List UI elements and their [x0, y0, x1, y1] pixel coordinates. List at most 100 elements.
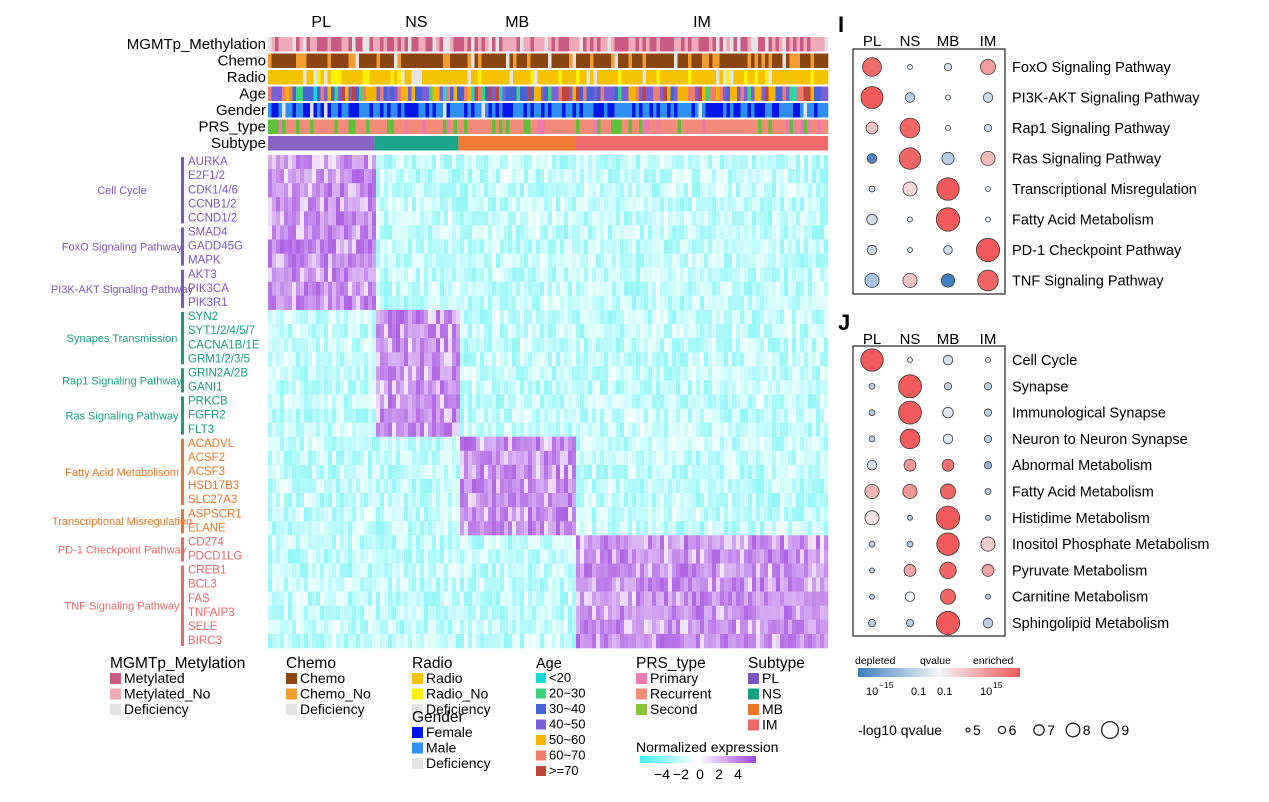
heatmap-cell [272, 380, 277, 395]
heatmap-cell [436, 422, 441, 438]
heatmap-cell [464, 493, 469, 508]
heatmap-cell [696, 338, 701, 353]
heatmap-cell [680, 464, 685, 480]
heatmap-cell [380, 352, 385, 367]
heatmap-cell [636, 380, 641, 395]
track-cell [705, 37, 710, 52]
heatmap-cell [456, 450, 461, 466]
heatmap-cell [756, 507, 761, 522]
heatmap-cell [488, 169, 493, 184]
track-cell [821, 86, 825, 101]
heatmap-cell [728, 450, 733, 466]
heatmap-cell [296, 478, 301, 494]
track-cell [751, 37, 755, 52]
track-cell [516, 53, 521, 68]
heatmap-cell [440, 450, 445, 466]
track-cell [635, 37, 640, 52]
heatmap-cell [532, 183, 537, 198]
track-cell [712, 53, 717, 68]
heatmap-cell [664, 281, 669, 297]
track-cell [744, 53, 748, 68]
heatmap-cell [340, 239, 345, 254]
heatmap-cell [724, 436, 729, 452]
heatmap-cell [620, 521, 625, 536]
heatmap-cell [760, 267, 765, 283]
heatmap-cell [464, 267, 469, 283]
heatmap-cell [704, 478, 709, 494]
track-cell [597, 86, 601, 101]
track-cell [303, 119, 307, 134]
heatmap-cell [292, 309, 297, 325]
heatmap-cell [356, 352, 361, 367]
heatmap-cell [784, 422, 789, 438]
heatmap-cell [268, 436, 273, 452]
heatmap-cell [756, 239, 761, 254]
heatmap-cell [536, 422, 541, 438]
track-cell [639, 70, 643, 85]
heatmap-cell [540, 450, 545, 466]
heatmap-cell [720, 281, 725, 297]
heatmap-cell [524, 197, 529, 212]
heatmap-cell [716, 239, 721, 254]
heatmap-cell [780, 225, 785, 240]
heatmap-cell [512, 380, 517, 395]
heatmap-cell [336, 267, 341, 283]
heatmap-cell [796, 521, 801, 536]
track-cell [537, 103, 542, 118]
heatmap-cell [500, 464, 505, 480]
track-cell [775, 53, 780, 68]
heatmap-cell [664, 366, 669, 381]
heatmap-cell [672, 464, 677, 480]
heatmap-cell [332, 380, 337, 395]
heatmap-cell [668, 239, 673, 254]
heatmap-cell [576, 352, 581, 367]
track-cell [481, 86, 486, 101]
heatmap-cell [616, 338, 621, 353]
heatmap-cell [320, 267, 325, 283]
track-cell [478, 53, 482, 68]
heatmap-cell [360, 352, 365, 367]
track-cell [429, 37, 433, 52]
heatmap-cell [420, 521, 425, 536]
track-cell [712, 86, 717, 101]
track-cell [618, 119, 622, 134]
heatmap-cell [620, 197, 625, 212]
track-cell [390, 53, 395, 68]
heatmap-cell [552, 380, 557, 395]
heatmap-cell [824, 281, 829, 297]
heatmap-cell [556, 225, 561, 240]
heatmap-cell [588, 464, 593, 480]
heatmap-cell [528, 352, 533, 367]
heatmap-cell [280, 225, 285, 240]
heatmap-cell [532, 155, 537, 170]
heatmap-cell [664, 394, 669, 409]
heatmap-cell [288, 521, 293, 536]
heatmap-cell [456, 507, 461, 522]
heatmap-cell [824, 324, 829, 339]
heatmap-cell [464, 281, 469, 297]
heatmap-cell [472, 394, 477, 409]
heatmap-cell [744, 169, 749, 184]
heatmap-cell [660, 281, 665, 297]
heatmap-cell [784, 183, 789, 198]
heatmap-cell [636, 338, 641, 353]
heatmap-cell [632, 155, 637, 170]
track-cell [530, 103, 535, 118]
heatmap-cell [752, 394, 757, 409]
heatmap-cell [744, 309, 749, 325]
heatmap-cell [556, 493, 561, 508]
heatmap-cell [752, 295, 757, 311]
heatmap-cell [368, 183, 373, 198]
heatmap-cell [668, 267, 673, 283]
heatmap-cell [688, 338, 693, 353]
heatmap-cell [816, 366, 821, 381]
heatmap-cell [756, 478, 761, 494]
track-cell [632, 53, 636, 68]
heatmap-cell [312, 478, 317, 494]
heatmap-cell [404, 295, 409, 311]
heatmap-cell [456, 197, 461, 212]
heatmap-cell [304, 324, 309, 339]
heatmap-cell [532, 338, 537, 353]
heatmap-cell [572, 464, 577, 480]
heatmap-cell [452, 478, 457, 494]
